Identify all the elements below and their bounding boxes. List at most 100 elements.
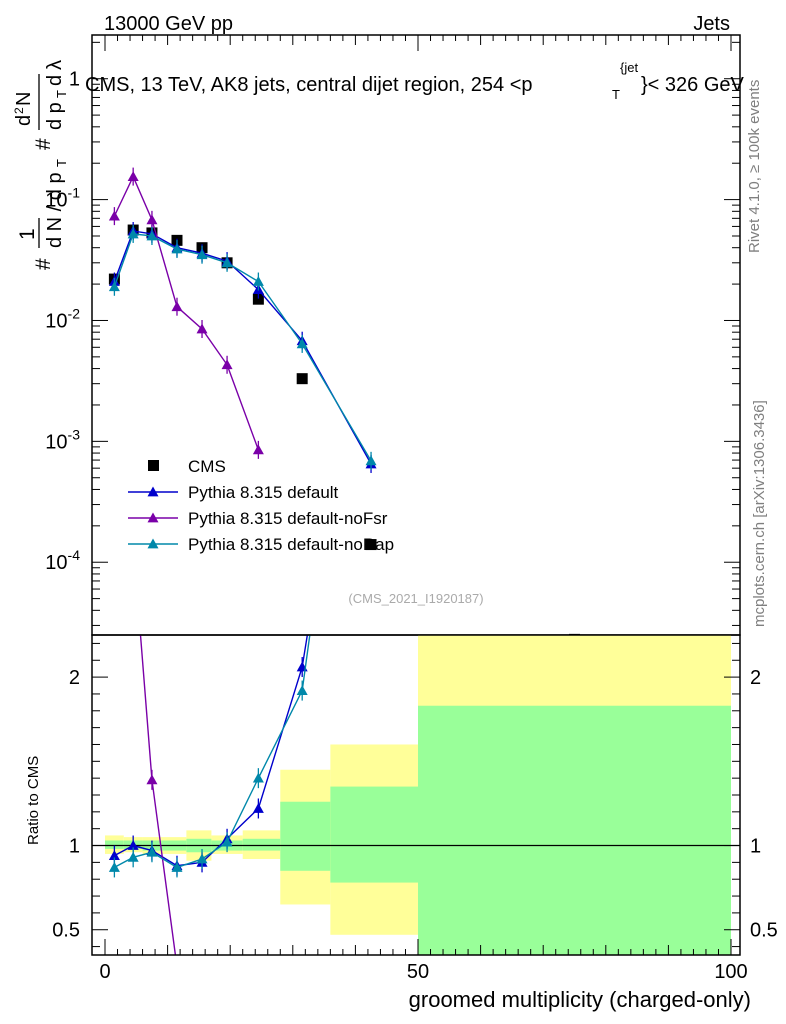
legend-marker bbox=[147, 486, 159, 497]
main-series-pythia-8-315-default-nofsr bbox=[108, 167, 264, 459]
main-ytick-base: 10 bbox=[45, 310, 67, 332]
data-point bbox=[108, 850, 120, 861]
legend-label: Pythia 8.315 default bbox=[188, 483, 339, 502]
series-line bbox=[113, 174, 260, 451]
x-tick-label: 0 bbox=[99, 961, 110, 983]
ratio-ytick-right: 2 bbox=[750, 667, 761, 689]
data-point bbox=[108, 281, 120, 292]
legend-item: Pythia 8.315 default-noRap bbox=[128, 535, 394, 554]
svg-text:2: 2 bbox=[12, 107, 26, 114]
main-ytick-base: 10 bbox=[45, 552, 67, 574]
data-point bbox=[252, 293, 264, 305]
data-point bbox=[296, 338, 308, 349]
main-ylabel: # 1 d N / d p T # d 2 N d p T d λ bbox=[12, 60, 69, 270]
data-point bbox=[365, 539, 377, 551]
svg-text:T: T bbox=[54, 159, 69, 167]
svg-text:d p: d p bbox=[44, 102, 66, 130]
main-x-ticks bbox=[104, 35, 732, 51]
legend-item: Pythia 8.315 default-noFsr bbox=[128, 509, 388, 528]
rivet-label: Rivet 4.1.0, ≥ 100k events bbox=[746, 80, 763, 253]
main-ytick-exp: -1 bbox=[68, 185, 81, 201]
main-y-ticks bbox=[92, 41, 740, 626]
data-point bbox=[171, 861, 183, 872]
data-point bbox=[196, 853, 208, 864]
svg-text:d: d bbox=[44, 75, 66, 86]
data-point bbox=[171, 961, 182, 971]
header-left: 13000 GeV pp bbox=[104, 13, 233, 35]
svg-text:d: d bbox=[13, 115, 35, 126]
ratio-ytick-right: 1 bbox=[750, 836, 761, 858]
main-ytick-label: 10-1 bbox=[45, 185, 80, 212]
main-ytick-exp: -3 bbox=[68, 426, 81, 442]
main-series-pythia-8-315-default bbox=[108, 221, 377, 473]
data-point bbox=[108, 861, 120, 872]
main-series-pythia-8-315-default-norap bbox=[108, 224, 377, 470]
uncertainty-band-inner bbox=[418, 705, 731, 955]
svg-text:λ: λ bbox=[44, 60, 66, 70]
data-point bbox=[252, 802, 264, 813]
title-sup: {jet bbox=[620, 60, 638, 75]
svg-text:d N / d p: d N / d p bbox=[44, 172, 66, 248]
ratio-ytick-left: 1 bbox=[69, 836, 80, 858]
main-ytick-exp: -4 bbox=[68, 547, 81, 563]
data-point bbox=[221, 836, 233, 847]
data-point bbox=[108, 210, 120, 221]
main-series-cms bbox=[108, 224, 580, 635]
data-point bbox=[252, 276, 264, 286]
main-ytick-base: 10 bbox=[45, 431, 67, 453]
legend-item: Pythia 8.315 default bbox=[128, 483, 339, 502]
legend-label: CMS bbox=[188, 457, 226, 476]
data-point bbox=[109, 453, 120, 463]
data-point bbox=[221, 257, 233, 268]
mcplots-label: mcplots.cern.ch [arXiv:1306.3436] bbox=[751, 400, 768, 627]
svg-text:1: 1 bbox=[16, 228, 39, 240]
uncertainty-band-inner bbox=[280, 801, 331, 871]
main-ytick-label: 10-2 bbox=[45, 305, 80, 332]
data-point bbox=[146, 774, 158, 785]
legend-marker bbox=[148, 460, 159, 471]
data-point bbox=[127, 840, 139, 850]
svg-text:#: # bbox=[32, 258, 55, 270]
series-line bbox=[139, 635, 177, 955]
main-ytick-base: 1 bbox=[69, 69, 80, 91]
data-point bbox=[252, 772, 264, 783]
data-point bbox=[171, 301, 183, 312]
data-point bbox=[146, 230, 158, 241]
legend: CMS Pythia 8.315 default Pythia 8.315 defa… bbox=[128, 457, 394, 554]
data-point bbox=[296, 373, 308, 385]
main-ytick-label: 1 bbox=[69, 69, 80, 91]
header-right: Jets bbox=[693, 13, 730, 35]
legend-item: CMS bbox=[148, 457, 226, 476]
data-point bbox=[127, 228, 139, 239]
ratio-ytick-left: 2 bbox=[69, 667, 80, 689]
series-line bbox=[113, 233, 372, 462]
data-point bbox=[146, 214, 158, 225]
data-point bbox=[196, 249, 208, 260]
data-point bbox=[127, 851, 139, 862]
analysis-watermark: (CMS_2021_I1920187) bbox=[348, 591, 483, 606]
svg-text:#: # bbox=[32, 138, 55, 150]
uncertainty-band-inner bbox=[105, 840, 124, 849]
svg-text:T: T bbox=[54, 90, 69, 98]
ratio-frame bbox=[91, 634, 741, 956]
data-point bbox=[296, 685, 308, 695]
data-point bbox=[127, 171, 139, 181]
uncertainty-band-inner bbox=[242, 838, 281, 851]
svg-text:N: N bbox=[13, 92, 35, 106]
series-line bbox=[113, 230, 372, 465]
ratio-plot: 0.5 0.5 1 1 2 2 0 50 100 bbox=[52, 453, 778, 983]
title-tail: }< 326 GeV bbox=[641, 74, 745, 96]
ratio-ticks bbox=[92, 642, 740, 955]
plot-title: CMS, 13 TeV, AK8 jets, central dijet reg… bbox=[85, 60, 745, 102]
legend-marker bbox=[147, 512, 159, 523]
ratio-ytick-right: 0.5 bbox=[750, 920, 778, 942]
ratio-series-pythia-8-315-default-nofsr bbox=[109, 453, 182, 971]
legend-label: Pythia 8.315 default-noFsr bbox=[188, 509, 388, 528]
main-ytick-label: 10-3 bbox=[45, 426, 80, 453]
title-main: CMS, 13 TeV, AK8 jets, central dijet reg… bbox=[85, 74, 533, 96]
x-tick-label: 50 bbox=[407, 961, 429, 983]
data-point bbox=[171, 243, 183, 254]
data-point bbox=[146, 846, 158, 857]
main-plot: 10-410-310-210-11 bbox=[45, 34, 741, 636]
